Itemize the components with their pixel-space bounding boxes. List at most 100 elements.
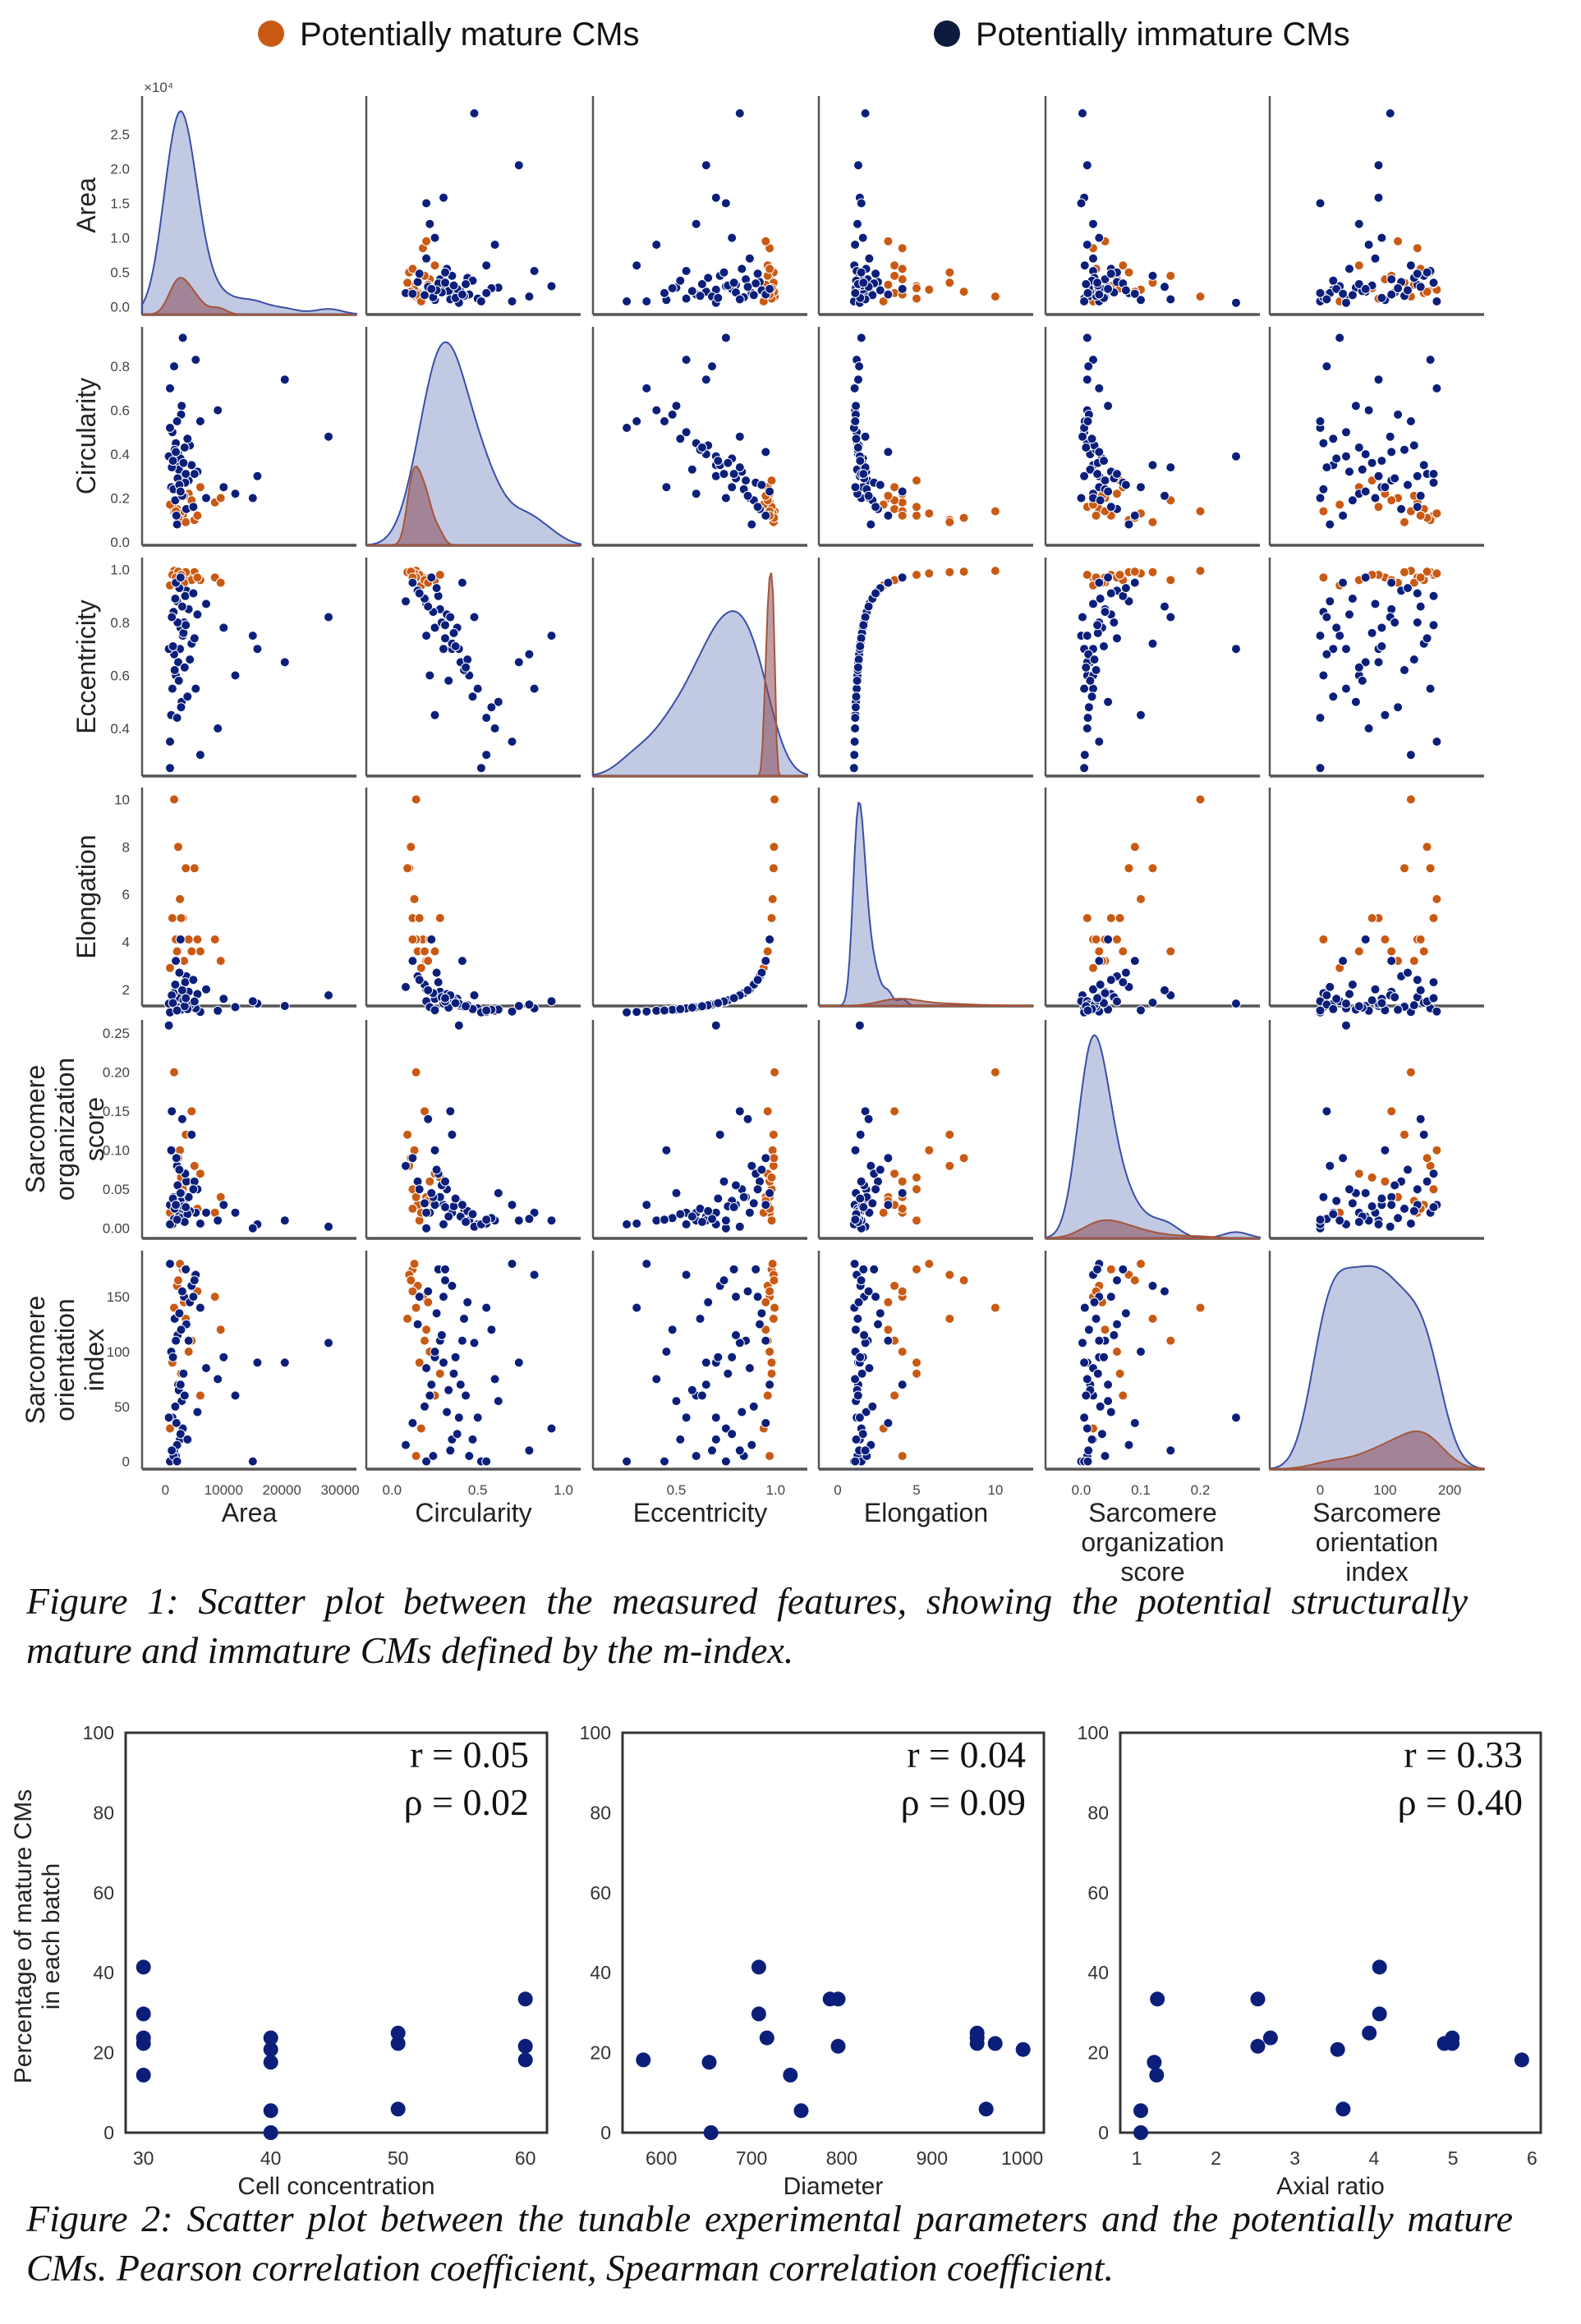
data-point	[1133, 2125, 1148, 2140]
pairplot-panel-2-3	[817, 558, 1033, 778]
pairplot-panel-1-3	[817, 327, 1033, 547]
point-immature	[707, 1445, 717, 1456]
pairplot-panel-2-2	[591, 558, 808, 778]
data-point	[751, 1959, 766, 1975]
point-immature	[1341, 427, 1351, 438]
point-immature	[681, 293, 692, 304]
point-immature	[440, 633, 450, 644]
point-immature	[450, 1352, 461, 1362]
point-immature	[1325, 519, 1335, 530]
point-immature	[181, 620, 191, 631]
point-immature	[1081, 662, 1092, 673]
point-mature	[944, 1313, 955, 1324]
point-immature	[1089, 1297, 1100, 1307]
kde-immature	[1269, 1265, 1485, 1470]
point-immature	[524, 1445, 535, 1456]
point-immature	[507, 296, 517, 306]
point-immature	[1315, 416, 1326, 426]
point-mature	[1432, 568, 1442, 579]
point-immature	[513, 1357, 524, 1368]
point-mature	[402, 1129, 413, 1140]
y-tick-label: 2.5	[110, 126, 130, 142]
kde-mature	[142, 277, 356, 315]
point-immature	[172, 1215, 182, 1225]
point-mature	[409, 1259, 420, 1269]
point-immature	[1120, 583, 1131, 594]
point-immature	[853, 1297, 864, 1307]
point-immature	[1103, 696, 1114, 707]
point-immature	[167, 1106, 177, 1117]
point-immature	[851, 434, 862, 444]
pairplot-panel-4-5	[1268, 1020, 1484, 1240]
point-mature	[912, 1264, 921, 1275]
x-tick-label: 800	[826, 2147, 857, 2169]
point-mature	[765, 1451, 775, 1461]
point-immature	[170, 495, 181, 506]
point-immature	[1354, 662, 1364, 673]
point-mature	[416, 1423, 426, 1434]
point-mature	[889, 1169, 900, 1179]
point-immature	[681, 1412, 692, 1423]
point-mature	[897, 1176, 908, 1187]
point-immature	[481, 750, 492, 760]
point-immature	[849, 750, 860, 760]
point-mature	[912, 1184, 921, 1195]
point-immature	[412, 277, 423, 287]
point-mature	[770, 794, 780, 805]
point-mature	[1412, 243, 1422, 254]
point-immature	[761, 510, 771, 521]
point-immature	[1112, 633, 1122, 644]
point-mature	[183, 1347, 194, 1357]
point-immature	[1079, 1302, 1090, 1313]
point-immature	[1335, 333, 1345, 343]
point-immature	[1412, 975, 1422, 985]
point-immature	[1231, 451, 1241, 462]
point-immature	[1079, 471, 1090, 481]
point-immature	[165, 1259, 175, 1269]
point-immature	[1082, 374, 1092, 385]
point-mature	[209, 1292, 220, 1302]
point-immature	[179, 443, 190, 452]
point-mature	[434, 570, 445, 580]
point-immature	[713, 292, 724, 303]
point-mature	[912, 283, 921, 293]
point-mature	[1432, 893, 1442, 904]
y-tick-label: 40	[93, 1962, 114, 1983]
point-immature	[707, 1214, 717, 1224]
point-immature	[848, 763, 859, 774]
point-immature	[1124, 519, 1134, 530]
point-immature	[765, 283, 775, 294]
point-mature	[897, 1451, 908, 1461]
point-immature	[481, 1456, 492, 1467]
point-mature	[1428, 1184, 1439, 1195]
point-immature	[632, 1219, 642, 1229]
point-immature	[871, 588, 881, 599]
point-mature	[406, 1275, 416, 1286]
point-immature	[1318, 1192, 1329, 1202]
point-mature	[173, 842, 183, 852]
point-immature	[761, 447, 771, 457]
point-immature	[1103, 935, 1114, 944]
point-mature	[1415, 510, 1426, 521]
point-immature	[1373, 657, 1384, 668]
point-immature	[1386, 1200, 1397, 1210]
point-immature	[230, 489, 241, 499]
point-immature	[883, 577, 894, 588]
point-immature	[1124, 1440, 1134, 1450]
point-immature	[1094, 956, 1105, 967]
point-immature	[883, 289, 894, 300]
point-immature	[727, 1429, 738, 1440]
point-mature	[1422, 1153, 1432, 1164]
point-immature	[1321, 612, 1332, 622]
point-immature	[201, 1207, 211, 1218]
pairplot-panel-3-4	[1044, 788, 1260, 1017]
point-mature	[768, 1313, 779, 1324]
data-point	[136, 2006, 151, 2022]
point-immature	[1088, 253, 1098, 264]
point-mature	[434, 1368, 445, 1379]
data-point	[1330, 2042, 1345, 2057]
point-immature	[734, 431, 745, 442]
y-tick-label: 0.5	[110, 265, 130, 281]
point-immature	[180, 590, 191, 601]
point-immature	[440, 620, 450, 631]
